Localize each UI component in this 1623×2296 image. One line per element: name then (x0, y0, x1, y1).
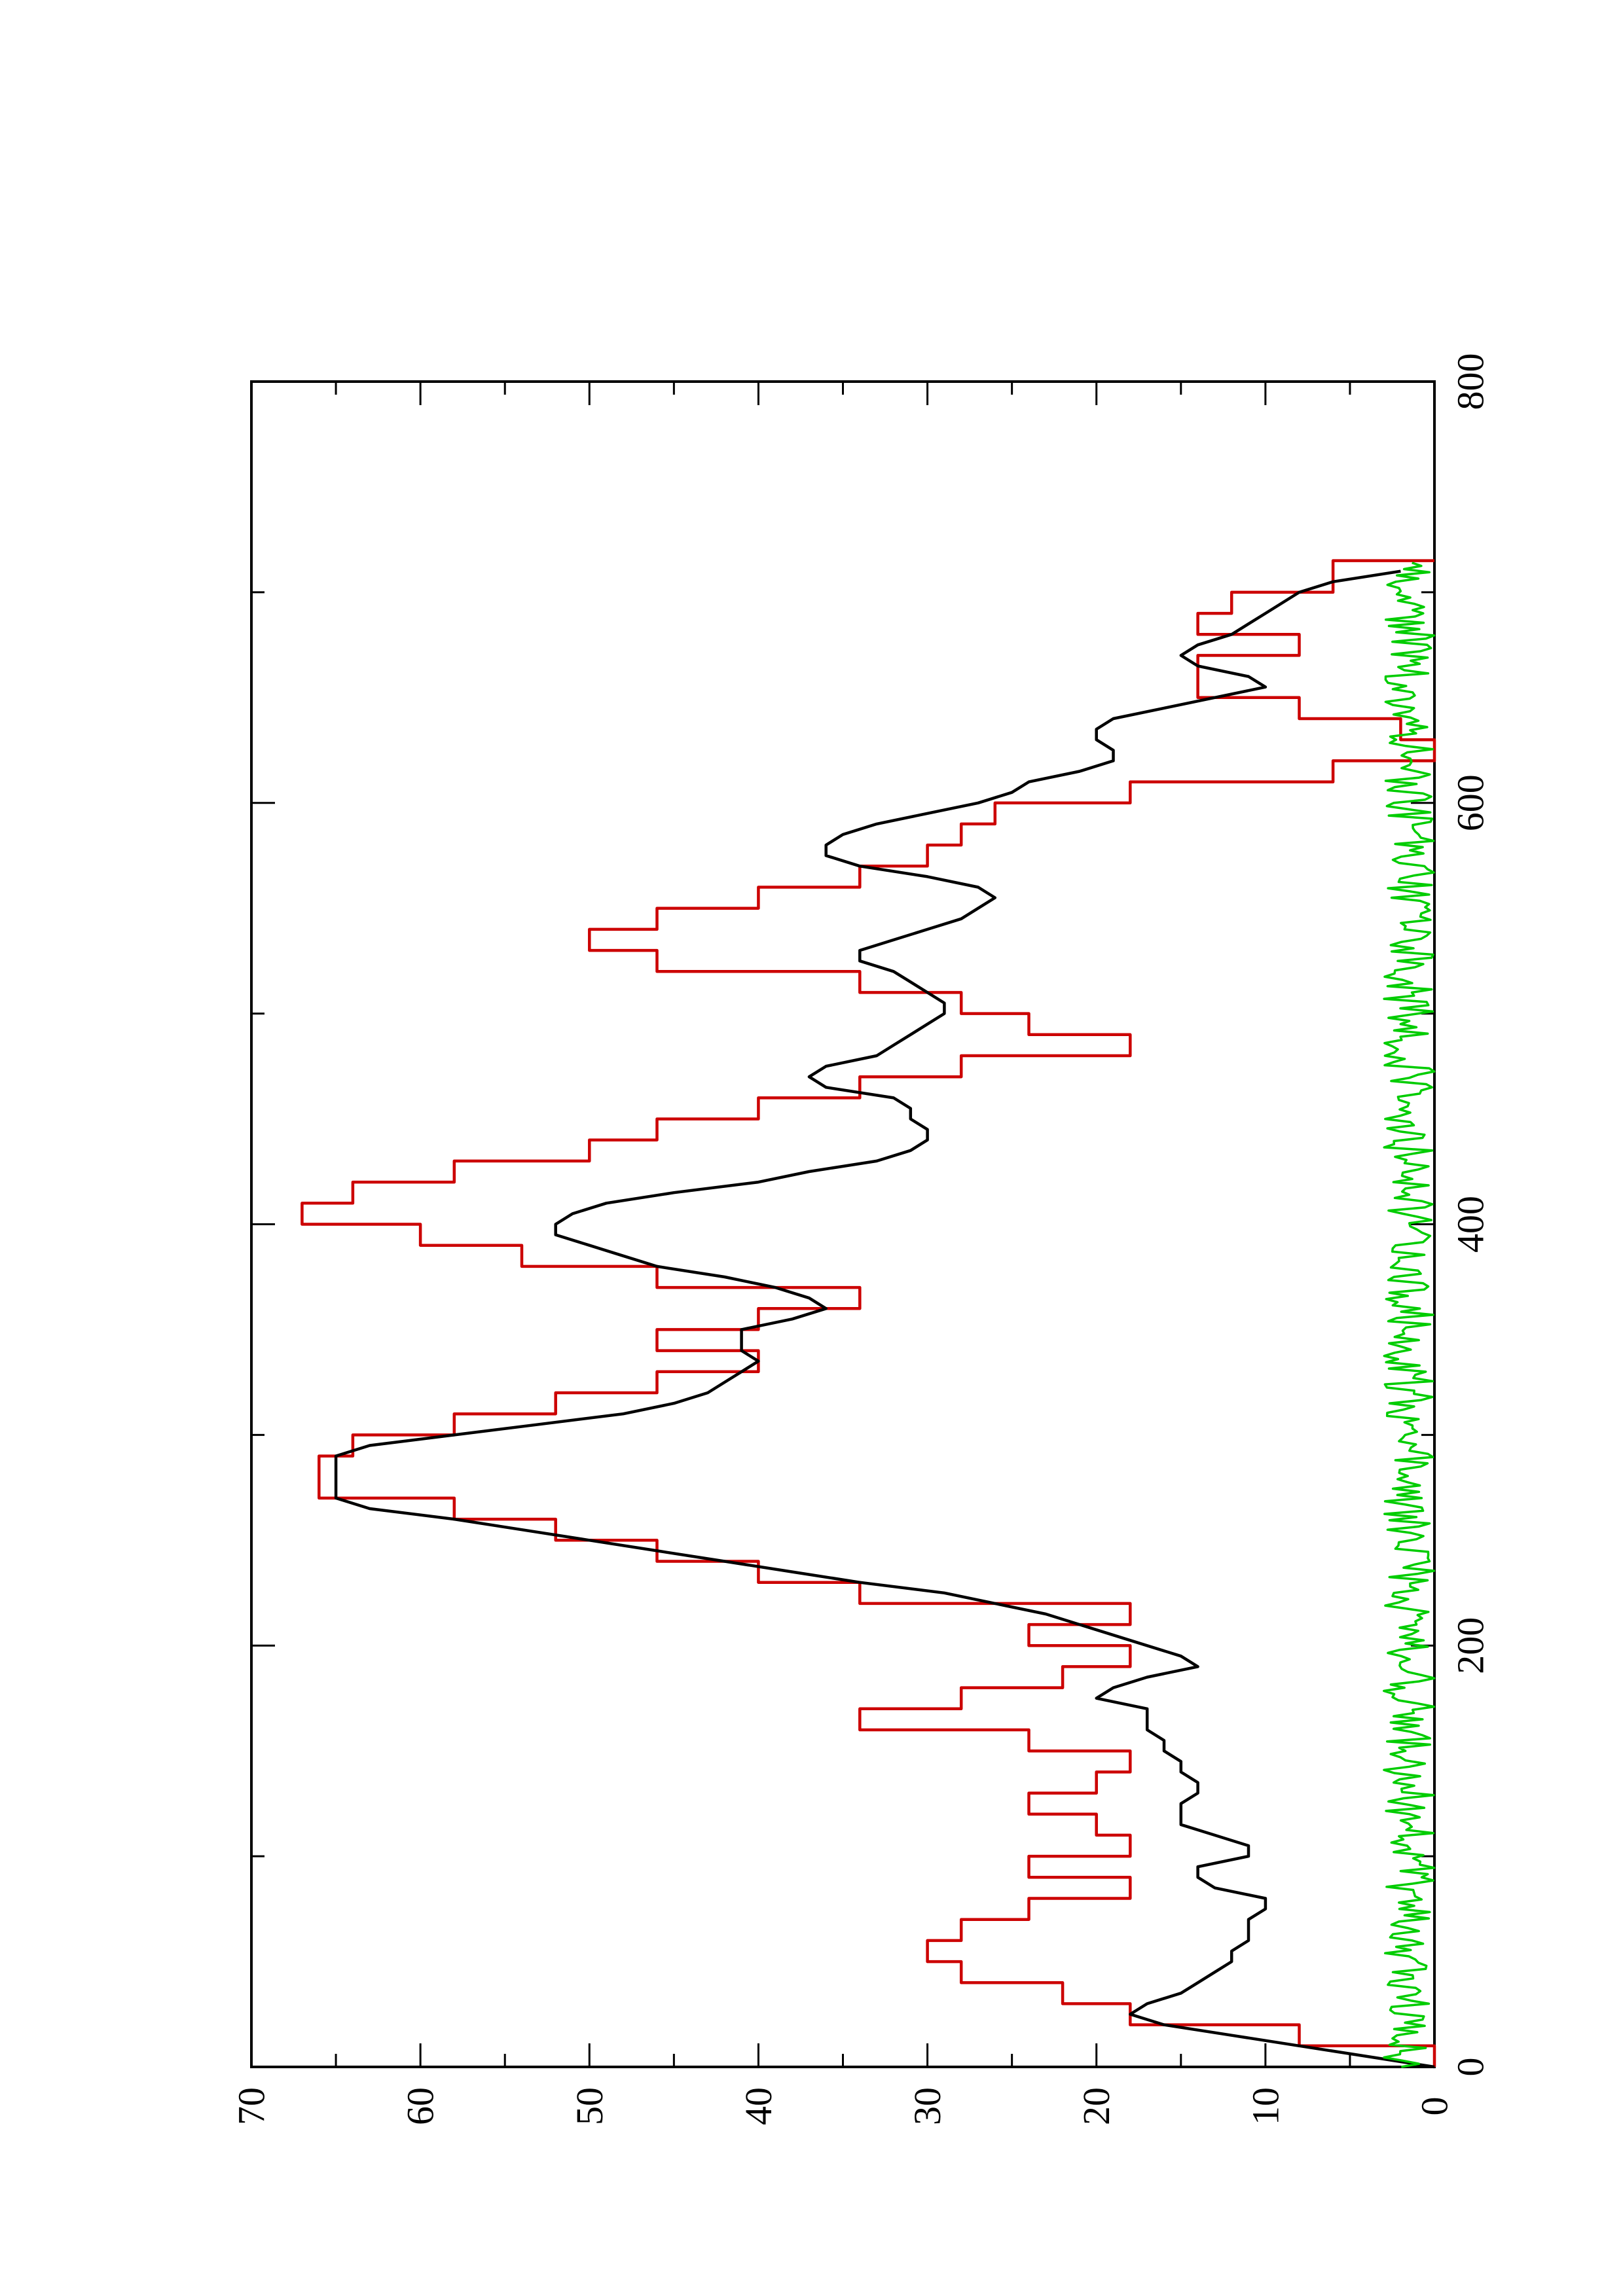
series-line-3 (1383, 562, 1436, 2068)
y-tick-label: 70 (230, 2087, 273, 2125)
y-tick-label: 60 (399, 2087, 442, 2125)
x-tick-label: 800 (1450, 353, 1492, 410)
y-tick-label: 30 (906, 2087, 949, 2125)
y-tick-label: 20 (1075, 2087, 1118, 2125)
y-tick-label: 0 (1413, 2097, 1456, 2116)
x-tick-label: 600 (1450, 774, 1492, 831)
x-tick-label: 0 (1450, 2058, 1492, 2077)
y-tick-label: 10 (1244, 2087, 1286, 2125)
x-tick-label: 200 (1450, 1617, 1492, 1674)
y-tick-label: 40 (737, 2087, 780, 2125)
plot-area: 0 200 400 600 800 0 10 20 30 40 50 60 70 (230, 353, 1492, 2126)
x-tick-label: 400 (1450, 1196, 1492, 1253)
y-tick-label: 50 (568, 2087, 611, 2125)
series-line-1 (301, 559, 1436, 2067)
series-line-2 (334, 569, 1435, 2069)
